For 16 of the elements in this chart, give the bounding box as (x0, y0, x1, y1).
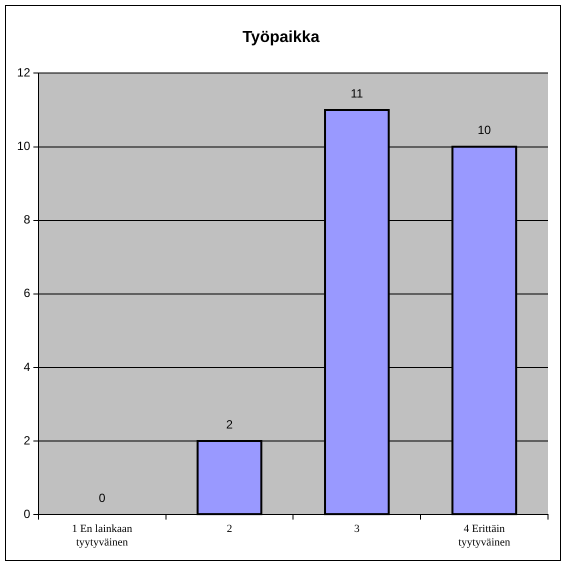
data-label: 2 (226, 417, 234, 432)
chart-title: Työpaikka (242, 29, 320, 46)
y-tick-label: 0 (24, 506, 31, 521)
data-label: 10 (478, 123, 492, 138)
y-tick-label: 6 (24, 286, 31, 300)
y-tick-label: 4 (24, 360, 31, 374)
data-label: 0 (98, 490, 106, 505)
data-label: 11 (350, 86, 364, 100)
y-tick-label: 2 (24, 433, 31, 448)
x-tick-label: 2 (226, 523, 232, 536)
x-tick-label: 1 En lainkaan tyytyväinen (72, 523, 133, 548)
x-tick-label: 3 (354, 523, 360, 536)
y-tick-label: 8 (24, 212, 31, 227)
y-tick-label: 12 (16, 66, 31, 80)
x-tick-label: 4 Erittäin tyytyväinen (458, 523, 511, 548)
y-tick-label: 10 (16, 139, 31, 154)
